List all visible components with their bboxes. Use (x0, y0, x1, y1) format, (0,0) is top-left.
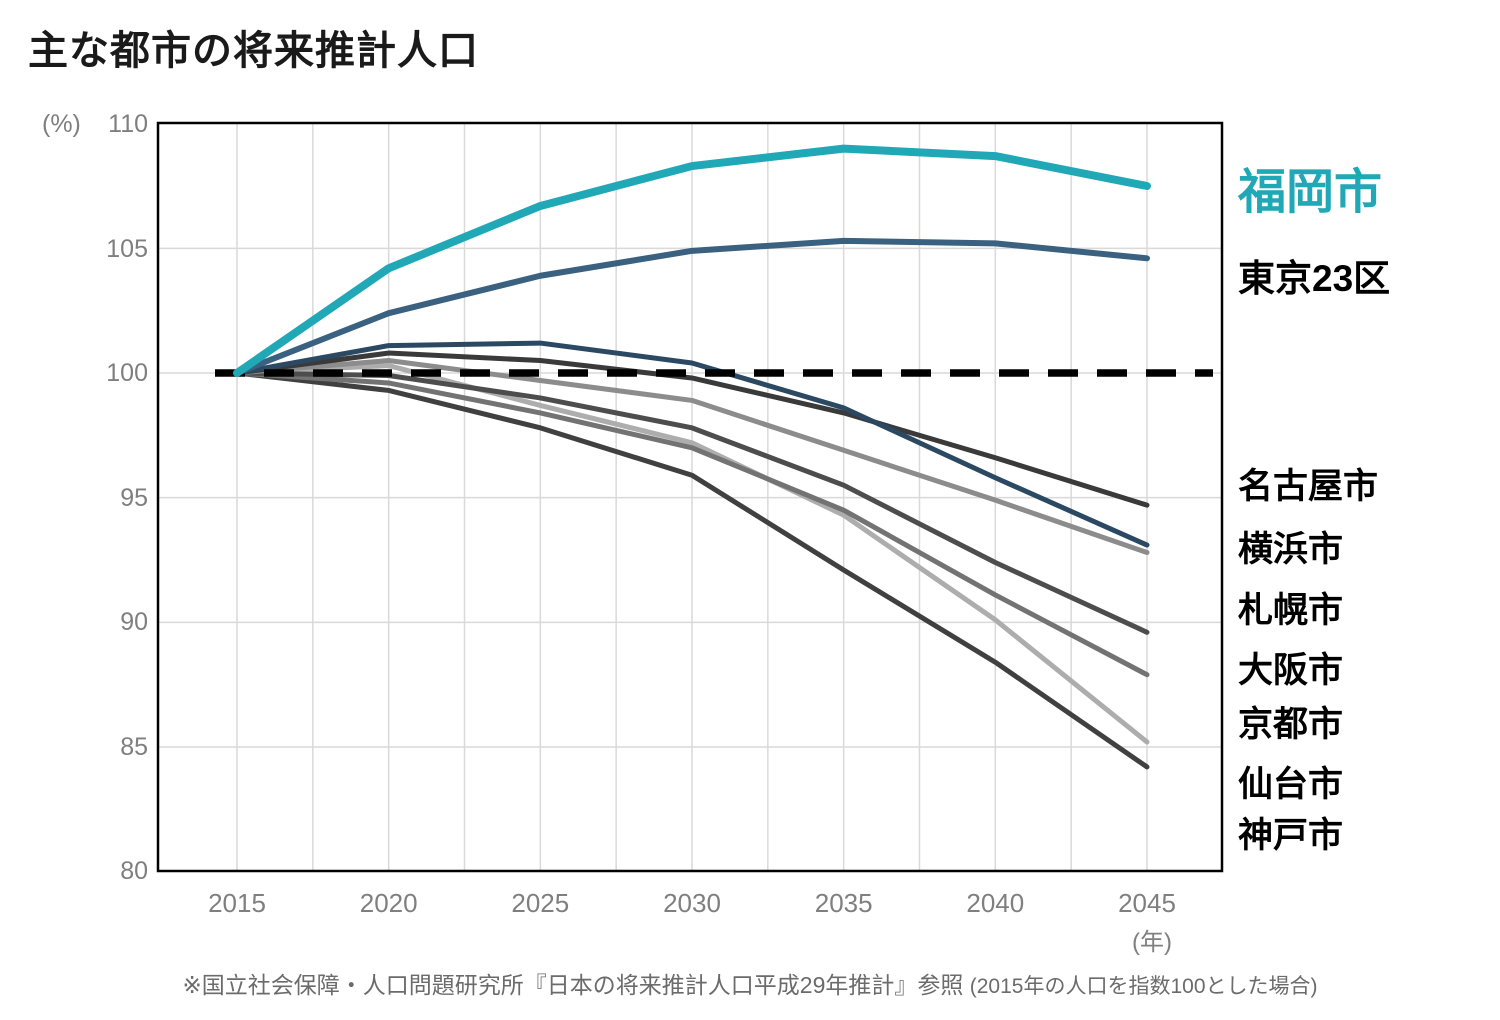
y-axis-unit-label: (%) (42, 110, 81, 138)
legend-label-sendai: 仙台市 (1238, 765, 1344, 804)
y-tick-80: 80 (120, 857, 148, 885)
y-tick-85: 85 (120, 732, 148, 761)
legend-label-tokyo23: 東京23区 (1238, 258, 1391, 299)
legend-label-kobe: 神戸市 (1238, 816, 1344, 855)
legend-label-nagoya: 名古屋市 (1238, 467, 1379, 506)
legend-label-kyoto: 京都市 (1238, 705, 1344, 744)
source-note: ※国立社会保障・人口問題研究所『日本の将来推計人口平成29年推計』参照 (201… (0, 966, 1500, 1000)
x-tick-2045: 2045 (1118, 888, 1176, 918)
source-note-main: ※国立社会保障・人口問題研究所『日本の将来推計人口平成29年推計』参照 (182, 972, 964, 998)
x-tick-2035: 2035 (814, 888, 873, 918)
y-tick-95: 95 (120, 483, 148, 512)
y-tick-105: 105 (106, 234, 148, 263)
y-tick-100: 100 (106, 359, 148, 387)
legend-label-osaka: 大阪市 (1238, 651, 1344, 690)
x-tick-2015: 2015 (208, 888, 266, 918)
y-tick-90: 90 (120, 608, 148, 636)
x-tick-2025: 2025 (511, 888, 570, 918)
x-tick-2030: 2030 (663, 888, 721, 918)
y-tick-110: 110 (108, 110, 148, 138)
chart-title: 主な都市の将来推計人口 (28, 29, 479, 73)
legend-label-sapporo: 札幌市 (1238, 591, 1344, 630)
x-tick-2040: 2040 (966, 888, 1025, 918)
legend-label-yokohama: 横浜市 (1238, 530, 1344, 569)
x-axis-unit-label: (年) (1132, 929, 1172, 956)
legend-label-fukuoka: 福岡市 (1238, 166, 1383, 219)
source-note-paren: (2015年の人口を指数100とした場合) (969, 975, 1318, 998)
x-tick-2020: 2020 (359, 888, 418, 918)
